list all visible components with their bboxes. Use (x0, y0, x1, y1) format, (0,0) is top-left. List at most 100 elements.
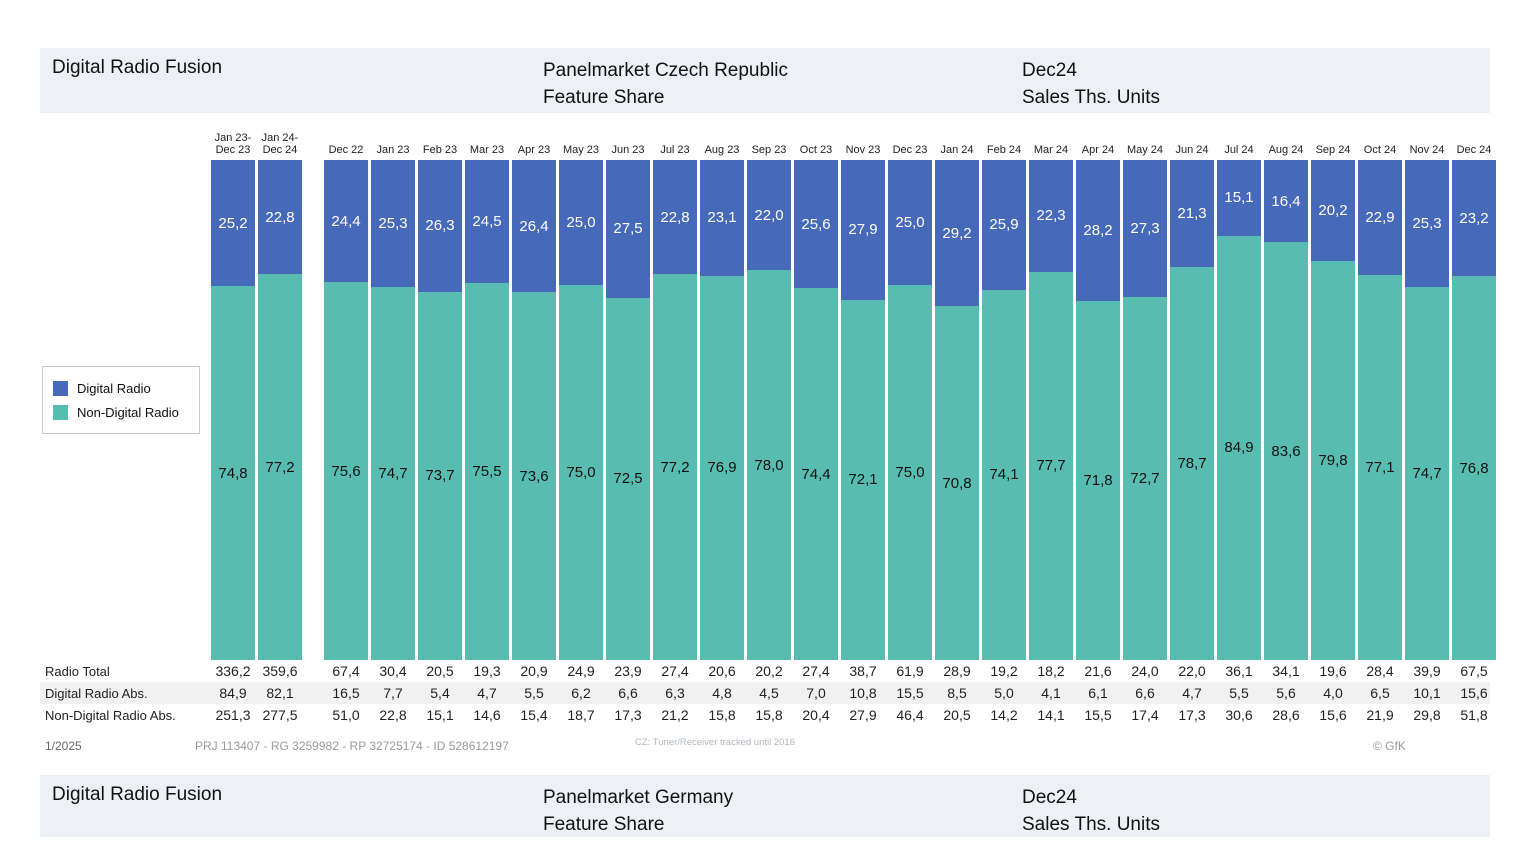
stacked-bar: 25,3 74,7 (1405, 160, 1449, 660)
non-digital-radio-value-label: 75,0 (895, 464, 925, 481)
non-digital-radio-value-label: 76,9 (707, 459, 737, 477)
chart-column: Jun 24 21,3 78,7 22,0 4,7 17,3 (1170, 126, 1214, 726)
digital-abs-cell: 82,1 (266, 685, 294, 701)
chart-column: Jan 24 29,2 70,8 28,9 8,5 20,5 (935, 126, 979, 726)
column-month-label: Dec 24 (1456, 144, 1492, 157)
table-row-label-radio-total: Radio Total (45, 663, 110, 679)
radio-total-cell: 67,5 (1460, 663, 1488, 679)
non-digital-radio-segment: 75,6 (324, 282, 368, 660)
stacked-bar: 15,1 84,9 (1217, 160, 1261, 660)
digital-radio-value-label: 21,3 (1177, 204, 1207, 222)
column-month-label: Feb 24 (986, 144, 1022, 157)
stacked-bar: 23,2 76,8 (1452, 160, 1496, 660)
digital-abs-cell: 5,5 (1229, 685, 1249, 701)
non-digital-radio-segment: 75,5 (465, 282, 509, 660)
stacked-bar: 28,2 71,8 (1076, 160, 1120, 660)
digital-radio-value-label: 20,2 (1318, 202, 1348, 219)
non-digital-radio-value-label: 77,2 (660, 458, 690, 476)
digital-radio-value-label: 15,1 (1224, 189, 1254, 207)
digital-radio-segment: 26,3 (418, 160, 462, 292)
non-digital-radio-segment: 78,0 (747, 270, 791, 660)
non-digital-abs-cell: 51,8 (1460, 707, 1488, 723)
non-digital-radio-segment: 76,9 (700, 275, 744, 660)
non-digital-radio-value-label: 72,5 (613, 470, 643, 488)
non-digital-abs-cell: 277,5 (262, 707, 298, 723)
radio-total-cell: 67,4 (332, 663, 360, 679)
chart-column: Jan 23- Dec 23 25,2 74,8 336,2 84,9 251,… (211, 126, 255, 726)
legend-label: Digital Radio (77, 380, 151, 396)
digital-radio-segment: 22,8 (653, 160, 697, 274)
stacked-bar: 24,5 75,5 (465, 160, 509, 660)
chart-column: Mar 24 22,3 77,7 18,2 4,1 14,1 (1029, 126, 1073, 726)
chart-column: Jun 23 27,5 72,5 23,9 6,6 17,3 (606, 126, 650, 726)
radio-total-cell: 24,0 (1131, 663, 1159, 679)
non-digital-abs-cell: 15,8 (755, 707, 783, 723)
digital-abs-cell: 4,8 (712, 685, 732, 701)
stacked-bar: 16,4 83,6 (1264, 160, 1308, 660)
chart-column: Feb 23 26,3 73,7 20,5 5,4 15,1 (418, 126, 462, 726)
non-digital-abs-cell: 15,8 (708, 707, 736, 723)
non-digital-abs-cell: 21,2 (661, 707, 689, 723)
digital-radio-value-label: 25,6 (801, 215, 831, 233)
digital-abs-cell: 8,5 (947, 685, 967, 701)
stacked-bar: 25,0 75,0 (559, 160, 603, 660)
radio-total-cell: 24,9 (567, 663, 595, 679)
radio-total-cell: 36,1 (1225, 663, 1253, 679)
radio-total-cell: 20,9 (520, 663, 548, 679)
non-digital-radio-value-label: 72,7 (1130, 469, 1160, 487)
column-month-label: Jul 24 (1224, 144, 1254, 157)
non-digital-radio-segment: 74,7 (371, 286, 415, 660)
non-digital-radio-segment: 76,8 (1452, 276, 1496, 660)
stacked-bar: 25,2 74,8 (211, 160, 255, 660)
report-title: Digital Radio Fusion (52, 784, 223, 805)
non-digital-radio-value-label: 74,7 (378, 464, 408, 482)
digital-radio-value-label: 27,3 (1130, 219, 1160, 237)
column-month-label: Nov 24 (1409, 144, 1445, 157)
digital-abs-cell: 6,5 (1370, 685, 1390, 701)
column-month-label: Jan 24 (940, 144, 974, 157)
non-digital-abs-cell: 15,5 (1084, 707, 1112, 723)
stacked-bar: 25,9 74,1 (982, 160, 1026, 660)
non-digital-radio-segment: 74,4 (794, 288, 838, 660)
digital-abs-cell: 6,2 (571, 685, 591, 701)
non-digital-abs-cell: 20,4 (802, 707, 830, 723)
radio-total-cell: 39,9 (1413, 663, 1441, 679)
radio-total-cell: 19,2 (990, 663, 1018, 679)
digital-radio-value-label: 16,4 (1271, 192, 1301, 210)
stacked-bar: 27,9 72,1 (841, 160, 885, 660)
non-digital-abs-cell: 14,6 (473, 707, 501, 723)
radio-total-cell: 336,2 (215, 663, 251, 679)
digital-radio-segment: 24,4 (324, 160, 368, 282)
chart-column: Apr 23 26,4 73,6 20,9 5,5 15,4 (512, 126, 556, 726)
non-digital-radio-segment: 73,6 (512, 292, 556, 660)
column-month-label: Mar 24 (1033, 144, 1069, 157)
non-digital-radio-value-label: 73,7 (425, 467, 455, 485)
non-digital-abs-cell: 28,6 (1272, 707, 1300, 723)
digital-radio-value-label: 27,5 (613, 220, 643, 238)
non-digital-radio-segment: 74,1 (982, 289, 1026, 660)
digital-radio-swatch-icon (53, 380, 68, 396)
digital-radio-segment: 25,0 (559, 160, 603, 285)
non-digital-abs-cell: 251,3 (215, 707, 251, 723)
digital-radio-segment: 27,9 (841, 160, 885, 300)
radio-total-cell: 28,4 (1366, 663, 1394, 679)
digital-abs-cell: 15,5 (896, 685, 924, 701)
radio-total-cell: 20,5 (426, 663, 454, 679)
stacked-bar: 25,3 74,7 (371, 160, 415, 660)
non-digital-radio-segment: 77,7 (1029, 271, 1073, 660)
non-digital-radio-segment: 72,7 (1123, 296, 1167, 660)
digital-radio-segment: 28,2 (1076, 160, 1120, 301)
chart-column: Aug 24 16,4 83,6 34,1 5,6 28,6 (1264, 126, 1308, 726)
non-digital-abs-cell: 30,6 (1225, 707, 1253, 723)
non-digital-abs-cell: 15,1 (426, 707, 454, 723)
non-digital-radio-value-label: 77,1 (1365, 458, 1395, 476)
digital-abs-cell: 6,6 (618, 685, 638, 701)
radio-total-cell: 27,4 (802, 663, 830, 679)
non-digital-radio-value-label: 78,7 (1177, 454, 1207, 472)
digital-radio-value-label: 25,0 (566, 214, 596, 231)
non-digital-radio-value-label: 74,7 (1412, 464, 1442, 482)
chart-column: Jul 24 15,1 84,9 36,1 5,5 30,6 (1217, 126, 1261, 726)
chart-column: Apr 24 28,2 71,8 21,6 6,1 15,5 (1076, 126, 1120, 726)
legend-item-non-digital-radio: Non-Digital Radio (53, 400, 189, 424)
column-month-label: Nov 23 (845, 144, 881, 157)
